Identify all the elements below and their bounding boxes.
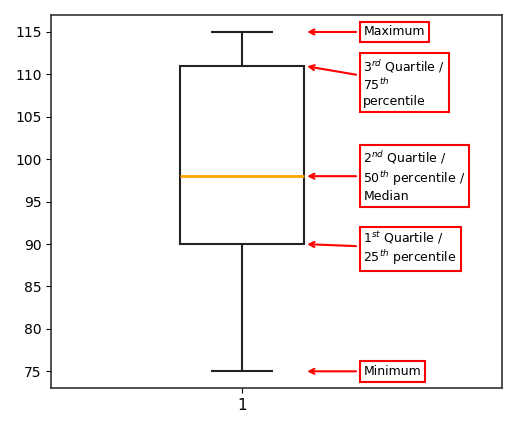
Text: 1$^{st}$ Quartile /
25$^{th}$ percentile: 1$^{st}$ Quartile / 25$^{th}$ percentile xyxy=(310,229,457,268)
Text: 2$^{nd}$ Quartile /
50$^{th}$ percentile /
Median: 2$^{nd}$ Quartile / 50$^{th}$ percentile… xyxy=(310,149,466,203)
Text: 3$^{rd}$ Quartile /
75$^{th}$
percentile: 3$^{rd}$ Quartile / 75$^{th}$ percentile xyxy=(309,58,445,108)
Text: Maximum: Maximum xyxy=(310,26,425,39)
Bar xyxy=(179,66,305,244)
Text: Minimum: Minimum xyxy=(310,365,421,378)
